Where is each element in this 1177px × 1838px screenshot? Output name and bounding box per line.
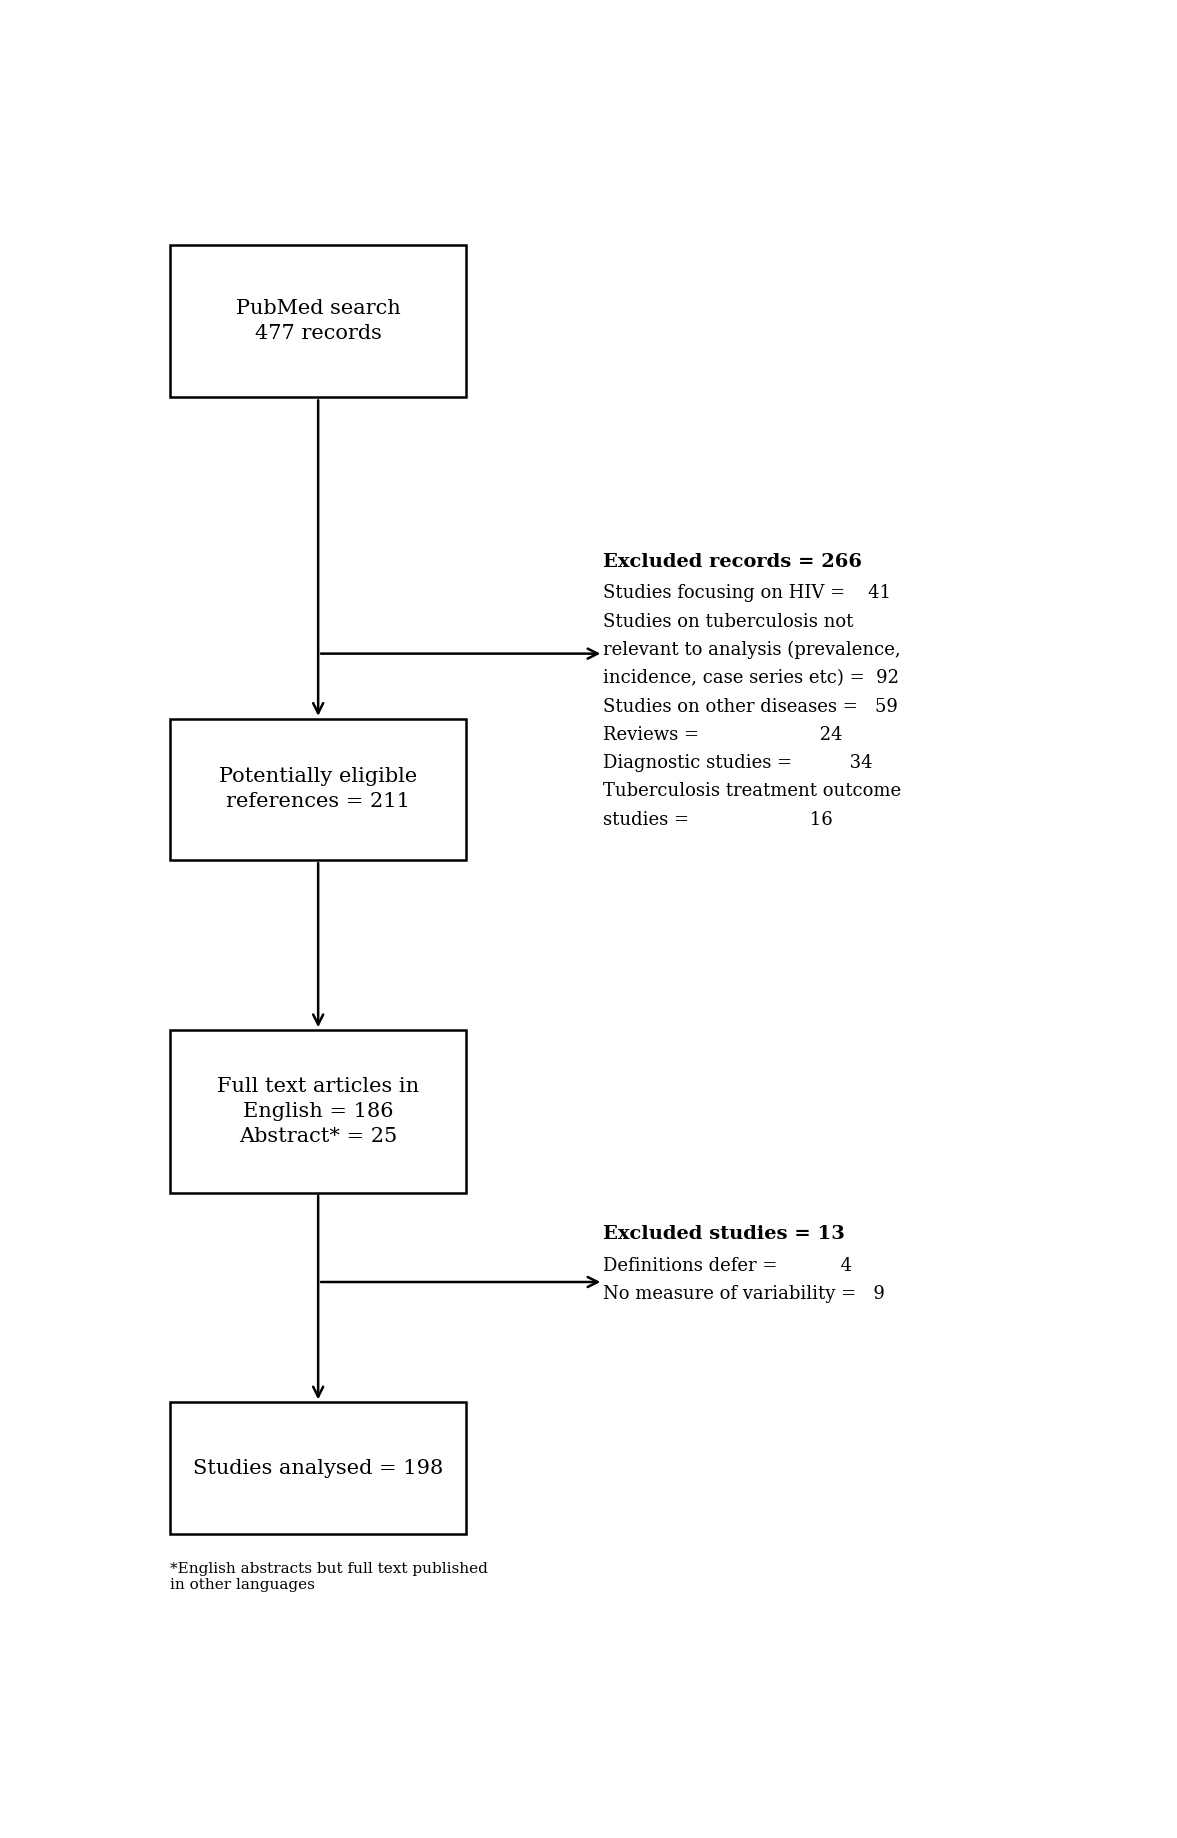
Text: Full text articles in
English = 186
Abstract* = 25: Full text articles in English = 186 Abst… (217, 1077, 419, 1145)
Text: studies =                     16: studies = 16 (603, 811, 833, 829)
Text: Definitions defer =           4: Definitions defer = 4 (603, 1257, 852, 1274)
Text: incidence, case series etc) =  92: incidence, case series etc) = 92 (603, 669, 899, 687)
Text: Studies analysed = 198: Studies analysed = 198 (193, 1459, 444, 1478)
Text: Excluded studies = 13: Excluded studies = 13 (603, 1226, 845, 1242)
Text: PubMed search
477 records: PubMed search 477 records (235, 300, 400, 344)
Text: Studies on other diseases =   59: Studies on other diseases = 59 (603, 697, 898, 715)
Text: Reviews =                     24: Reviews = 24 (603, 726, 843, 744)
FancyBboxPatch shape (169, 244, 466, 397)
Text: Potentially eligible
references = 211: Potentially eligible references = 211 (219, 768, 418, 812)
Text: Studies on tuberculosis not: Studies on tuberculosis not (603, 612, 853, 630)
Text: Tuberculosis treatment outcome: Tuberculosis treatment outcome (603, 783, 902, 800)
Text: Diagnostic studies =          34: Diagnostic studies = 34 (603, 754, 872, 772)
Text: Excluded records = 266: Excluded records = 266 (603, 553, 863, 572)
FancyBboxPatch shape (169, 1029, 466, 1193)
Text: Studies focusing on HIV =    41: Studies focusing on HIV = 41 (603, 584, 891, 603)
Text: *English abstracts but full text published
in other languages: *English abstracts but full text publish… (169, 1562, 487, 1592)
FancyBboxPatch shape (169, 719, 466, 860)
Text: relevant to analysis (prevalence,: relevant to analysis (prevalence, (603, 641, 900, 660)
Text: No measure of variability =   9: No measure of variability = 9 (603, 1285, 885, 1303)
FancyBboxPatch shape (169, 1402, 466, 1535)
